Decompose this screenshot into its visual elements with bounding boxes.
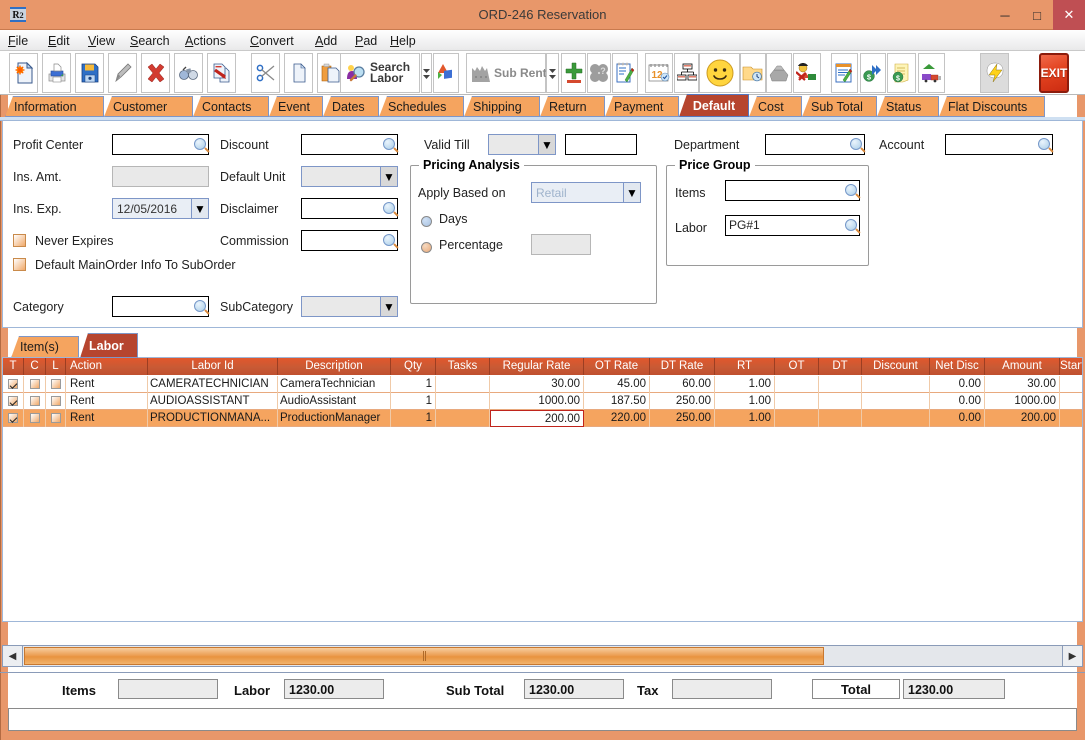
svg-text:$: $ (896, 75, 900, 82)
svg-text:?: ? (600, 66, 606, 76)
